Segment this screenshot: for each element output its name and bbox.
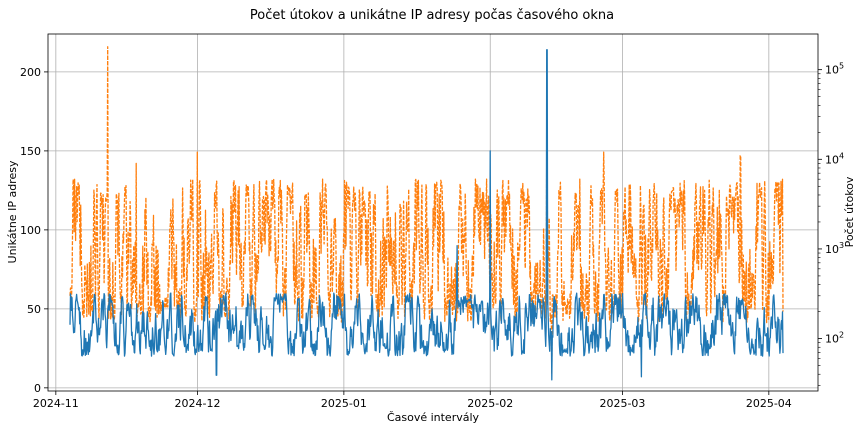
y-right-tick-label: 102	[825, 331, 844, 346]
series-unique-ips	[69, 49, 784, 381]
y-left-tick-label: 0	[34, 382, 41, 395]
x-tick-label: 2025-03	[599, 397, 645, 410]
y-right-tick-label: 103	[825, 241, 844, 256]
series-line-attacks	[69, 46, 784, 375]
series-line-unique-ips	[69, 49, 784, 381]
x-tick-label: 2024-12	[175, 397, 221, 410]
y-left-tick-label: 50	[27, 303, 41, 316]
series-attacks	[69, 46, 784, 375]
y-axis-right: 102 103 104 105	[818, 62, 844, 386]
y-left-tick-label: 150	[20, 145, 41, 158]
y-left-tick-label: 200	[20, 66, 41, 79]
x-tick-label: 2024-11	[33, 397, 79, 410]
x-tick-label: 2025-02	[467, 397, 513, 410]
chart-title: Počet útokov a unikátne IP adresy počas …	[250, 8, 614, 23]
plot-frame	[47, 33, 819, 392]
x-axis-title: Časové intervály	[387, 411, 480, 424]
y-axis-right-title: Počet útokov	[843, 176, 856, 247]
y-axis-left: 0 50 100 150 200	[20, 66, 48, 395]
y-axis-left-title: Unikátne IP adresy	[6, 160, 19, 263]
x-tick-label: 2025-04	[746, 397, 792, 410]
y-right-tick-label: 105	[825, 62, 844, 77]
y-right-tick-label: 104	[825, 151, 844, 166]
x-axis: 2024-11 2024-12 2025-01 2025-02 2025-03 2025-…	[33, 391, 792, 410]
y-left-tick-label: 100	[20, 224, 41, 237]
x-tick-label: 2025-01	[321, 397, 367, 410]
